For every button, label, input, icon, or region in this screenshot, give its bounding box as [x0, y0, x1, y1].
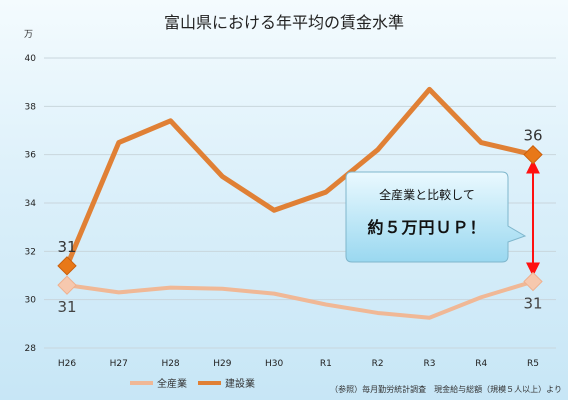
series-line-all-industries [65, 279, 535, 320]
data-labels-layer: 31 31 36 31 [57, 127, 542, 316]
x-tick-label: H27 [110, 359, 128, 369]
data-label: 36 [523, 127, 542, 145]
y-tick-label: 28 [25, 344, 37, 354]
y-tick-label: 32 [25, 247, 36, 257]
y-tick-label: 30 [25, 296, 37, 306]
data-marker [57, 256, 77, 276]
callout-text-2: 約５万円ＵＰ！ [367, 218, 486, 237]
legend-label-construction: 建設業 [225, 377, 255, 390]
y-tick-label: 40 [25, 54, 37, 64]
series-layer [64, 86, 536, 320]
unit-label: 万 [24, 30, 33, 40]
x-tick-label: H30 [265, 359, 283, 369]
x-tick-label: H28 [161, 359, 179, 369]
data-label: 31 [57, 298, 76, 316]
callout-text-1: 全産業と比較して [379, 187, 475, 202]
data-label: 31 [57, 238, 76, 256]
x-tick-label: R3 [423, 359, 435, 369]
y-axis-ticks: 28 30 32 34 36 38 40 [25, 54, 37, 354]
x-tick-label: R5 [527, 359, 539, 369]
x-tick-label: R2 [372, 359, 384, 369]
data-marker [523, 144, 543, 165]
data-label: 31 [523, 295, 542, 313]
chart-title: 富山県における年平均の賃金水準 [164, 13, 404, 32]
series-line-construction [64, 86, 536, 269]
y-tick-label: 34 [25, 199, 37, 209]
legend: 全産業 建設業 [130, 377, 255, 390]
grid-layer [44, 57, 556, 349]
source-note: （参照）毎月勤労統計調査 現金給与総額（規模５人以上）より [330, 384, 562, 394]
callout: 全産業と比較して 約５万円ＵＰ！ [345, 171, 527, 263]
callout-bubble [345, 171, 527, 263]
data-marker [57, 275, 77, 295]
x-tick-label: H29 [213, 359, 231, 369]
y-tick-label: 38 [25, 102, 37, 112]
legend-label-all-industries: 全産業 [157, 377, 187, 390]
markers-layer [57, 144, 543, 295]
y-tick-label: 36 [25, 151, 37, 161]
x-tick-label: H26 [58, 359, 76, 369]
x-axis-ticks: H26 H27 H28 H29 H30 R1 R2 R3 R4 R5 [58, 359, 539, 369]
data-marker [523, 271, 543, 292]
x-tick-label: R4 [475, 359, 487, 369]
x-tick-label: R1 [320, 359, 332, 369]
